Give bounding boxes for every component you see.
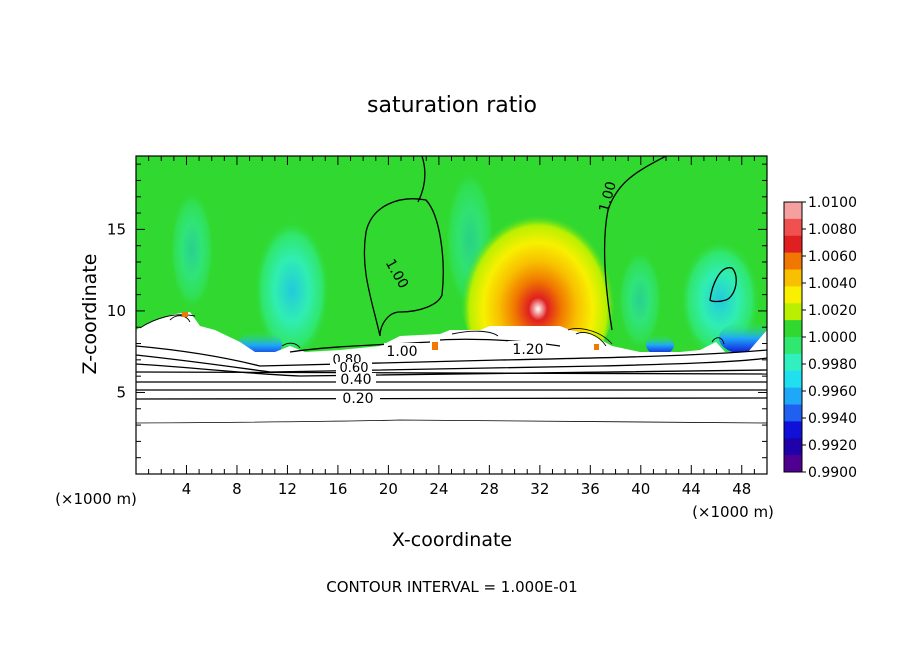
x-unit-label-left: (×1000 m) (55, 490, 137, 508)
x-unit-label-right: (×1000 m) (692, 503, 774, 521)
colorbar-segment (784, 320, 802, 338)
contour-0-80 (136, 345, 767, 367)
contour-1-00-top (417, 156, 426, 203)
colorbar-segment (784, 387, 802, 405)
contour-label: 1.20 (512, 342, 543, 358)
colorbar-segment (784, 202, 802, 220)
contour-0-70 (136, 354, 767, 373)
contour-1-00-left (363, 198, 444, 337)
contour-label: 1.00 (596, 180, 620, 214)
x-tick-label: 36 (581, 480, 600, 498)
x-tick-label: 12 (278, 480, 297, 498)
colorbar-tick-label: 1.0000 (808, 330, 857, 346)
x-tick-label: 4 (182, 480, 192, 498)
colorbar-segment (784, 269, 802, 287)
x-tick-label: 32 (530, 480, 549, 498)
contour-label: 0.20 (342, 391, 373, 407)
y-axis-label: Z-coordinate (79, 254, 101, 375)
chart-title: saturation ratio (367, 93, 537, 118)
x-tick-label: 40 (631, 480, 650, 498)
colorbar-segment (784, 235, 802, 254)
contour-0-10 (136, 419, 767, 424)
low-patch-right-2 (646, 335, 674, 355)
masked-region (136, 312, 767, 474)
contour-1-20 (439, 338, 561, 347)
contour-label: 0.60 (340, 361, 369, 376)
edge-patch-2 (432, 342, 438, 350)
low-column-left-2 (170, 190, 214, 310)
colorbar-tick-label: 0.9920 (808, 438, 857, 454)
x-axis-label: X-coordinate (392, 529, 512, 551)
x-tick-label: 28 (480, 480, 499, 498)
colorbar-segment (784, 421, 802, 439)
colorbar-segment (784, 303, 802, 321)
colorbar-tick-label: 0.9940 (808, 411, 857, 427)
contour-0-20 (136, 397, 767, 400)
contour-interval-note: CONTOUR INTERVAL = 1.000E-01 (326, 578, 577, 596)
colorbar-tick-label: 1.0020 (808, 303, 857, 319)
x-tick-label: 16 (328, 480, 347, 498)
contour-closed-right (709, 267, 737, 303)
x-tick-label: 20 (379, 480, 398, 498)
x-tick-label: 24 (429, 480, 448, 498)
low-column-right-2 (618, 250, 662, 350)
x-tick-label: 48 (732, 480, 751, 498)
colorbar-segment (784, 370, 802, 389)
colorbar-tick-label: 0.9900 (808, 465, 857, 481)
y-tick-label: 15 (107, 220, 126, 238)
contour-1-00-low (289, 341, 431, 353)
contour-1-00-right (603, 156, 667, 331)
colorbar-segment (784, 455, 802, 473)
x-axis: 4 8 12 16 20 24 28 32 36 40 44 48 (148, 156, 755, 498)
y-tick-label: 10 (107, 302, 126, 320)
contour-label: 1.00 (386, 344, 417, 360)
plot-area (136, 156, 767, 474)
y-axis: 5 10 15 (107, 163, 767, 459)
colorbar-segment (784, 404, 802, 422)
low-column-left (254, 220, 330, 360)
colorbar-tick-label: 0.9960 (808, 384, 857, 400)
colorbar-segment (784, 353, 802, 372)
colorbar-tick-label: 1.0080 (808, 222, 857, 238)
contour-cloud-edges (139, 314, 725, 349)
x-tick-label: 8 (232, 480, 242, 498)
y-tick-label: 5 (116, 383, 126, 401)
colorbar-tick-label: 0.9980 (808, 357, 857, 373)
edge-patch-1 (182, 312, 188, 317)
colorbar-tick-label: 1.0040 (808, 276, 857, 292)
colorbar-segment (784, 337, 802, 355)
contour-label: 0.40 (340, 372, 371, 388)
colorbar-segment (784, 252, 802, 270)
colorbar-tick-label: 1.0060 (808, 249, 857, 265)
colorbar-segment (784, 286, 802, 304)
x-tick-label: 44 (682, 480, 701, 498)
colorbar-tick-label: 1.0100 (808, 195, 857, 211)
edge-patch-3 (594, 344, 599, 350)
colorbar: 1.0100 1.0080 1.0060 1.0040 1.0020 1.0000 0.99… (783, 195, 857, 481)
colorbar-segment (784, 438, 802, 456)
contour-0-50 (136, 371, 767, 375)
colorbar-segment (784, 218, 802, 237)
